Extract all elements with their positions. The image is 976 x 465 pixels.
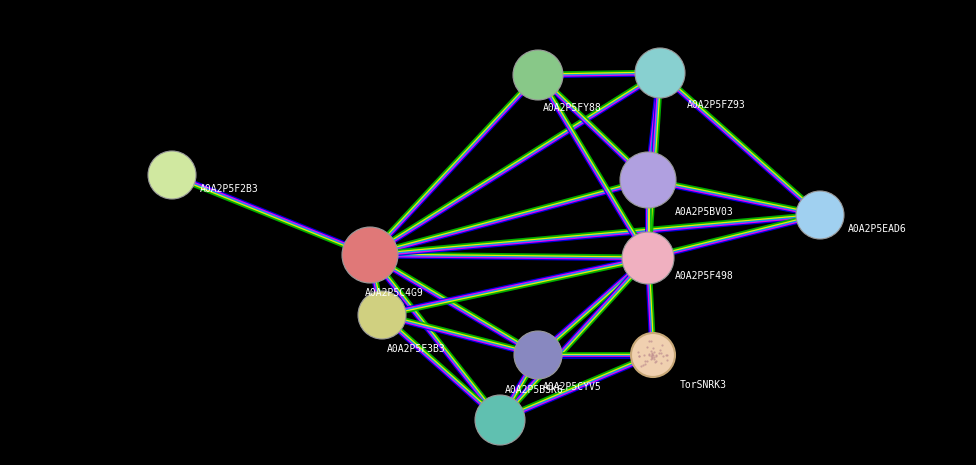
Circle shape <box>513 50 563 100</box>
Text: A0A2P5F2B3: A0A2P5F2B3 <box>200 184 259 194</box>
Circle shape <box>342 227 398 283</box>
Text: A0A2P5BV03: A0A2P5BV03 <box>675 207 734 217</box>
Circle shape <box>631 333 675 377</box>
Text: A0A2P5F3B3: A0A2P5F3B3 <box>387 344 446 354</box>
Text: A0A2P5BSK6: A0A2P5BSK6 <box>505 385 564 395</box>
Circle shape <box>620 152 676 208</box>
Text: A0A2P5EAD6: A0A2P5EAD6 <box>848 224 907 234</box>
Circle shape <box>514 331 562 379</box>
Circle shape <box>475 395 525 445</box>
Text: A0A2P5FY88: A0A2P5FY88 <box>543 103 602 113</box>
Circle shape <box>622 232 674 284</box>
Circle shape <box>635 48 685 98</box>
Circle shape <box>148 151 196 199</box>
Circle shape <box>796 191 844 239</box>
Text: TorSNRK3: TorSNRK3 <box>680 380 727 390</box>
Text: A0A2P5C4G9: A0A2P5C4G9 <box>365 288 424 298</box>
Text: A0A2P5FZ93: A0A2P5FZ93 <box>687 100 746 110</box>
Text: A0A2P5F498: A0A2P5F498 <box>675 271 734 281</box>
Text: A0A2P5CYV5: A0A2P5CYV5 <box>543 382 602 392</box>
Circle shape <box>358 291 406 339</box>
